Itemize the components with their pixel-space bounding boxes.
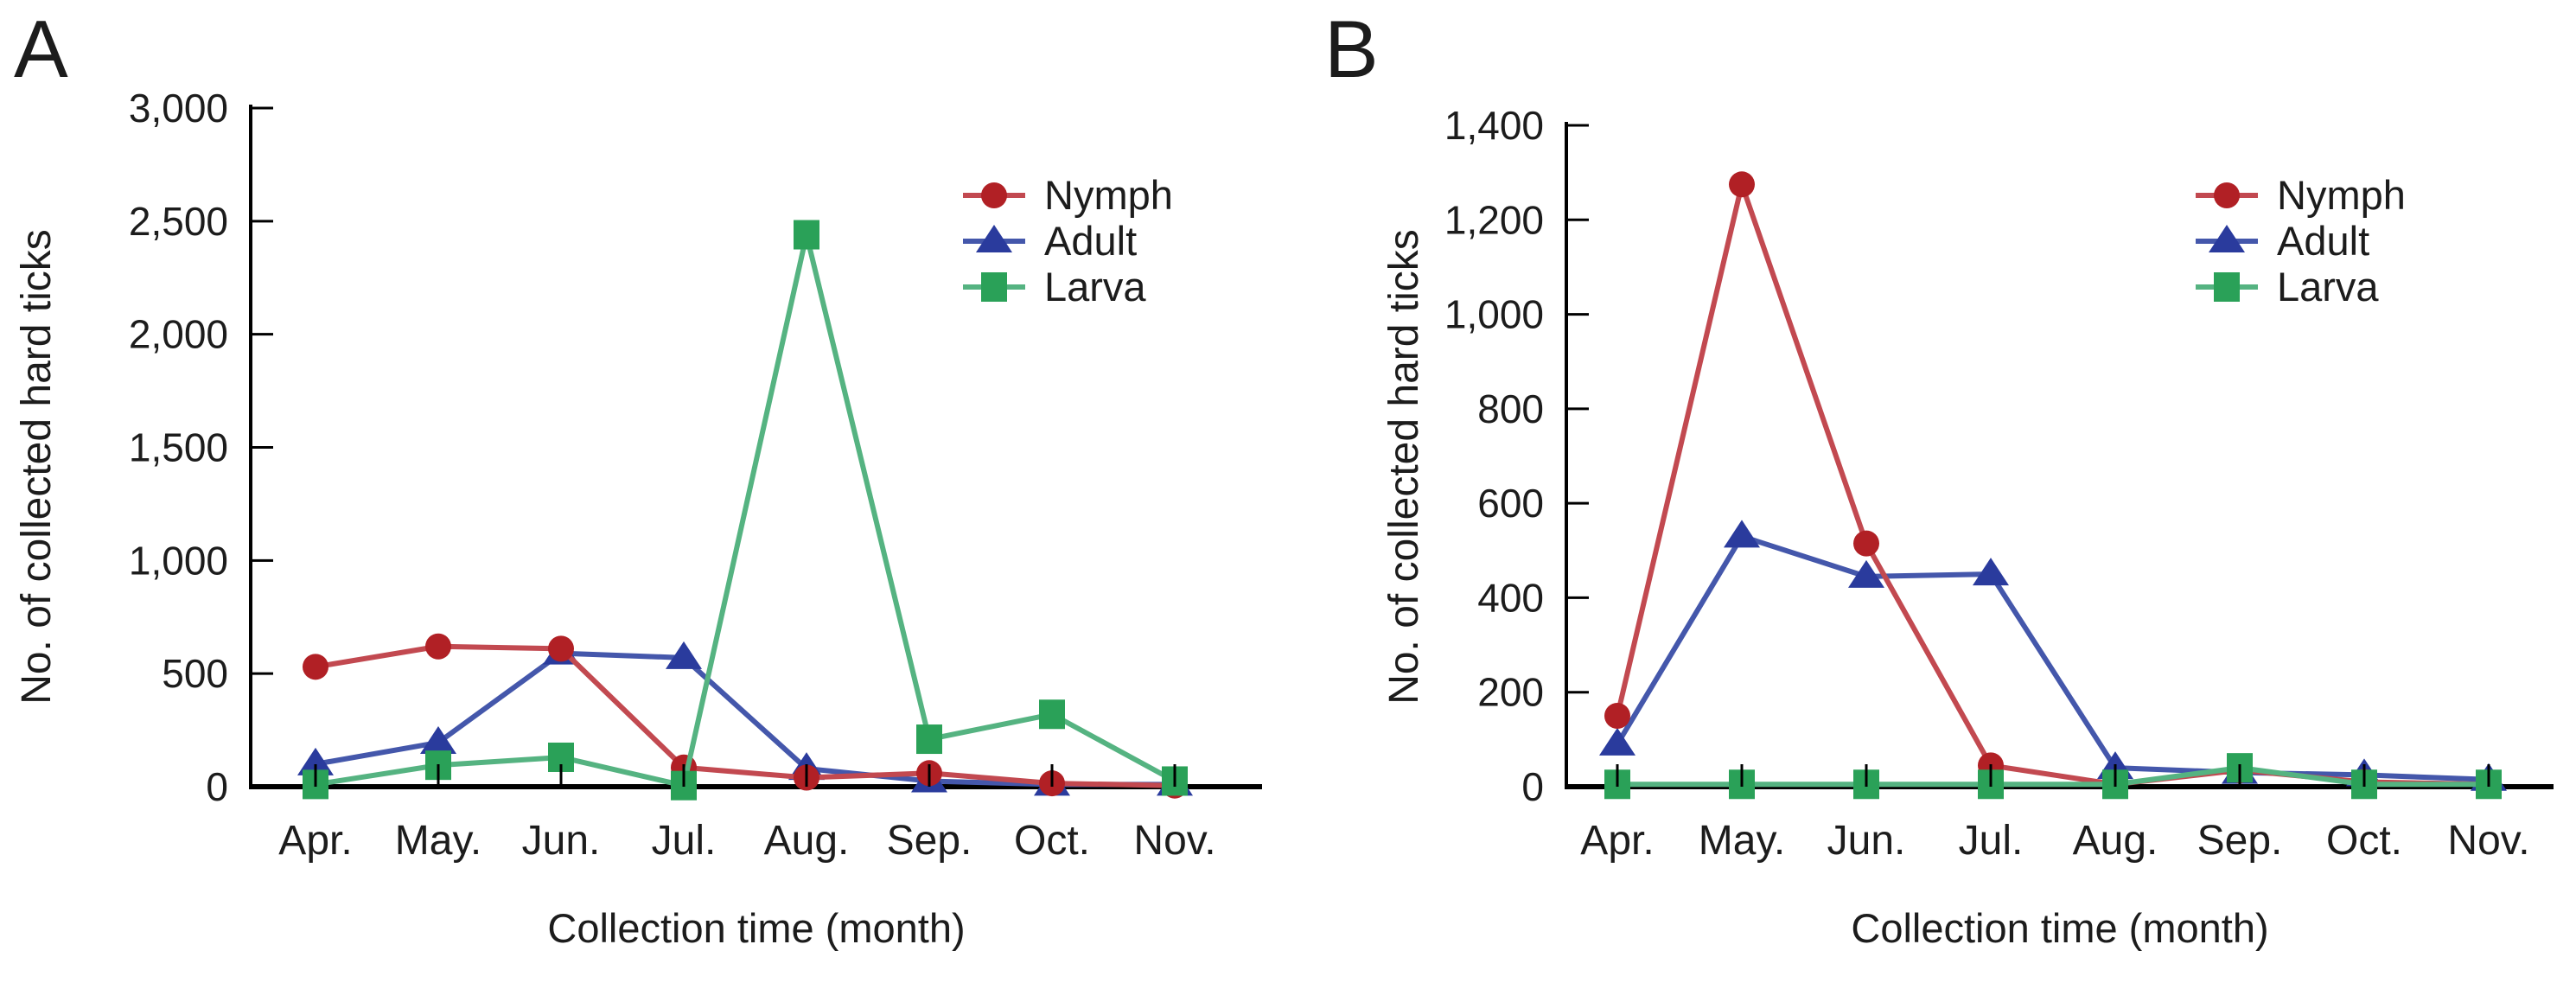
series-line-adult: [1615, 533, 2490, 782]
x-tick-label: Jun.: [1827, 818, 1906, 864]
y-tick-label: 800: [1477, 386, 1544, 431]
marker-nymph-jun: [1853, 530, 1879, 557]
panel-letter-b: B: [1324, 3, 1379, 94]
y-tick-label: 1,000: [1444, 292, 1544, 337]
x-axis-title: Collection time (month): [547, 905, 965, 951]
series-line-larva: [1617, 765, 2489, 788]
y-tick-label: 1,200: [1444, 197, 1544, 242]
marker-adult-may: [1724, 520, 1760, 548]
x-tick-label: Apr.: [1580, 818, 1654, 864]
x-tick-label: Jul.: [652, 818, 717, 864]
legend-label: Nymph: [1044, 172, 1173, 218]
legend-square-icon: [981, 272, 1007, 302]
y-tick-label: 0: [1521, 764, 1544, 809]
x-tick-label: Oct.: [1014, 818, 1090, 864]
series-line-nymph: [315, 643, 1176, 788]
y-tick-label: 1,400: [1444, 103, 1544, 148]
y-axis-title: No. of collected hard ticks: [14, 229, 60, 705]
x-tick-label: Nov.: [1133, 818, 1215, 864]
y-tick-label: 1,500: [129, 425, 228, 470]
x-tick-label: May.: [395, 818, 481, 864]
marker-adult-jul: [666, 641, 702, 669]
marker-adult-jun: [1848, 559, 1884, 588]
legend-label: Adult: [1044, 218, 1137, 264]
legend-label: Larva: [2277, 264, 2379, 309]
y-tick-label: 200: [1477, 670, 1544, 715]
legend-circle-icon: [2214, 182, 2240, 208]
legend-circle-icon: [981, 182, 1007, 208]
legend-item-larva: Larva: [963, 264, 1146, 309]
y-tick-label: 3,000: [129, 86, 228, 131]
x-tick-label: Sep.: [887, 818, 972, 864]
legend-item-larva: Larva: [2196, 264, 2379, 309]
marker-larva-oct: [1039, 699, 1065, 730]
legend-label: Adult: [2277, 218, 2369, 264]
x-tick-label: May.: [1699, 818, 1785, 864]
chart-b-canvas: 0 200 400 600 800 1,000 1,200 1,400 Apr. May. Jun.…: [1381, 103, 2554, 951]
x-tick-label: Nov.: [2447, 818, 2529, 864]
legend-item-nymph: Nymph: [963, 172, 1173, 218]
x-tick-label: Jul.: [1959, 818, 2024, 864]
legend-item-adult: Adult: [2196, 218, 2369, 264]
y-tick-label: 500: [162, 651, 228, 696]
panel-b: B 0 200 400 600 800 1,000 1,200 1,400 Apr. May. Ju…: [1288, 0, 2576, 989]
legend-triangle-icon: [976, 225, 1012, 252]
marker-nymph-apr: [303, 654, 328, 680]
x-tick-label: Aug.: [764, 818, 850, 864]
legend-item-adult: Adult: [963, 218, 1137, 264]
series-line-larva: [315, 232, 1176, 788]
series-adult: [1599, 520, 2507, 791]
marker-nymph-may: [425, 633, 451, 660]
panel-a: A 0 500 1,000 1,500 2,000 2,500 3,000 Apr. May. J…: [14, 3, 1262, 951]
legend-item-nymph: Nymph: [2196, 172, 2406, 218]
marker-adult-may: [420, 725, 456, 754]
x-tick-label: Sep.: [2197, 818, 2283, 864]
y-tick-label: 0: [206, 764, 228, 809]
y-tick-label: 600: [1477, 481, 1544, 526]
legend-label: Nymph: [2277, 172, 2406, 218]
legend-triangle-icon: [2209, 225, 2245, 252]
marker-nymph-apr: [1604, 703, 1630, 730]
panel-letter-a: A: [14, 3, 68, 94]
y-axis-title: No. of collected hard ticks: [1381, 229, 1427, 705]
marker-larva-sep: [916, 724, 942, 755]
marker-larva-aug: [794, 220, 819, 250]
x-axis-title: Collection time (month): [1851, 905, 2268, 951]
y-tick-label: 2,500: [129, 199, 228, 244]
marker-adult-apr: [1599, 727, 1636, 756]
legend-label: Larva: [1044, 264, 1146, 309]
x-tick-label: Apr.: [278, 818, 352, 864]
x-tick-label: Jun.: [522, 818, 601, 864]
chart-a-canvas: 0 500 1,000 1,500 2,000 2,500 3,000 Apr. May. Jun…: [14, 86, 1262, 951]
marker-nymph-may: [1729, 171, 1755, 198]
marker-nymph-jun: [548, 635, 574, 662]
y-tick-label: 2,000: [129, 312, 228, 357]
legend-square-icon: [2214, 272, 2240, 302]
y-tick-label: 1,000: [129, 538, 228, 583]
marker-adult-jul: [1973, 558, 2009, 586]
y-tick-label: 400: [1477, 575, 1544, 620]
marker-adult-apr: [297, 747, 334, 775]
x-tick-label: Aug.: [2073, 818, 2158, 864]
x-tick-label: Oct.: [2326, 818, 2402, 864]
